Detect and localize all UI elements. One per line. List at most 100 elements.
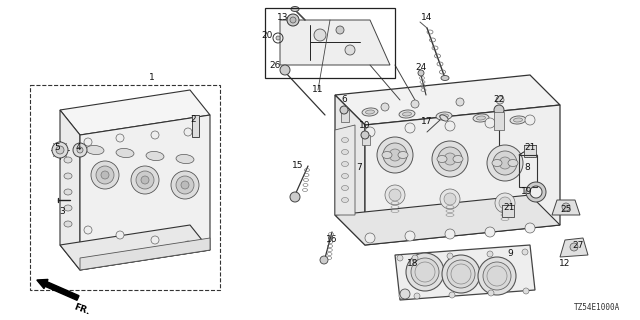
Text: 26: 26 <box>269 60 281 69</box>
Circle shape <box>432 141 468 177</box>
Text: 18: 18 <box>407 260 419 268</box>
Text: 10: 10 <box>359 121 371 130</box>
Ellipse shape <box>440 115 448 121</box>
Circle shape <box>496 96 504 104</box>
Circle shape <box>77 147 83 153</box>
Text: 4: 4 <box>75 143 81 153</box>
Circle shape <box>447 260 475 288</box>
Circle shape <box>397 255 403 261</box>
Text: 15: 15 <box>292 162 304 171</box>
Circle shape <box>141 176 149 184</box>
Circle shape <box>485 227 495 237</box>
Text: 2: 2 <box>190 116 196 124</box>
Text: 11: 11 <box>312 85 324 94</box>
Bar <box>362 135 370 145</box>
Circle shape <box>96 166 114 184</box>
Circle shape <box>444 153 456 165</box>
Circle shape <box>488 290 494 296</box>
Circle shape <box>525 115 535 125</box>
Circle shape <box>449 292 455 298</box>
Ellipse shape <box>64 205 72 211</box>
Ellipse shape <box>508 159 518 166</box>
Polygon shape <box>80 238 210 270</box>
Circle shape <box>440 189 460 209</box>
Circle shape <box>184 128 192 136</box>
Circle shape <box>445 229 455 239</box>
Circle shape <box>361 131 369 139</box>
Circle shape <box>91 161 119 189</box>
Bar <box>192 115 199 137</box>
Circle shape <box>181 181 189 189</box>
Circle shape <box>336 26 344 34</box>
Text: 22: 22 <box>493 95 504 105</box>
Bar <box>265 8 395 78</box>
Circle shape <box>405 231 415 241</box>
Circle shape <box>418 70 424 76</box>
Circle shape <box>84 138 92 146</box>
Circle shape <box>412 255 418 261</box>
Text: 9: 9 <box>507 249 513 258</box>
Ellipse shape <box>342 173 349 179</box>
Polygon shape <box>335 195 560 245</box>
Circle shape <box>570 243 578 251</box>
Text: FR.: FR. <box>72 302 91 316</box>
Ellipse shape <box>64 157 72 163</box>
Text: TZ54E1000A: TZ54E1000A <box>573 303 620 312</box>
Circle shape <box>445 121 455 131</box>
Circle shape <box>171 171 199 199</box>
Ellipse shape <box>510 116 526 124</box>
Ellipse shape <box>342 197 349 203</box>
Bar <box>494 112 504 130</box>
Circle shape <box>377 137 413 173</box>
Circle shape <box>389 149 401 161</box>
Circle shape <box>56 146 64 154</box>
Ellipse shape <box>342 138 349 142</box>
Circle shape <box>447 253 453 259</box>
Polygon shape <box>365 105 560 245</box>
Circle shape <box>280 65 290 75</box>
Text: 14: 14 <box>421 13 433 22</box>
Text: 5: 5 <box>54 143 60 153</box>
Circle shape <box>562 203 570 211</box>
Circle shape <box>314 29 326 41</box>
Circle shape <box>414 293 420 299</box>
Circle shape <box>151 236 159 244</box>
Bar <box>502 205 514 217</box>
Circle shape <box>442 255 480 293</box>
Ellipse shape <box>513 118 522 122</box>
Circle shape <box>290 192 300 202</box>
Circle shape <box>495 193 515 213</box>
Text: 20: 20 <box>261 30 273 39</box>
Ellipse shape <box>403 112 412 116</box>
Circle shape <box>151 131 159 139</box>
Circle shape <box>176 176 194 194</box>
Polygon shape <box>560 238 588 257</box>
Ellipse shape <box>64 221 72 227</box>
Circle shape <box>499 197 511 209</box>
Circle shape <box>365 233 375 243</box>
Circle shape <box>493 151 517 175</box>
Circle shape <box>276 36 280 40</box>
Circle shape <box>320 256 328 264</box>
Text: 16: 16 <box>326 236 338 244</box>
Text: 21: 21 <box>524 143 536 153</box>
Circle shape <box>487 145 523 181</box>
Circle shape <box>101 171 109 179</box>
Circle shape <box>499 157 511 169</box>
Circle shape <box>73 143 87 157</box>
Circle shape <box>411 258 439 286</box>
Ellipse shape <box>116 148 134 157</box>
Ellipse shape <box>441 76 449 81</box>
Polygon shape <box>60 225 210 270</box>
Circle shape <box>345 45 355 55</box>
Circle shape <box>52 142 68 158</box>
Circle shape <box>523 288 529 294</box>
Text: 1: 1 <box>149 74 155 83</box>
Circle shape <box>400 289 410 299</box>
Ellipse shape <box>492 159 502 166</box>
Circle shape <box>525 223 535 233</box>
Bar <box>341 110 349 122</box>
Polygon shape <box>335 125 355 215</box>
Circle shape <box>84 226 92 234</box>
Text: 21: 21 <box>503 204 515 212</box>
